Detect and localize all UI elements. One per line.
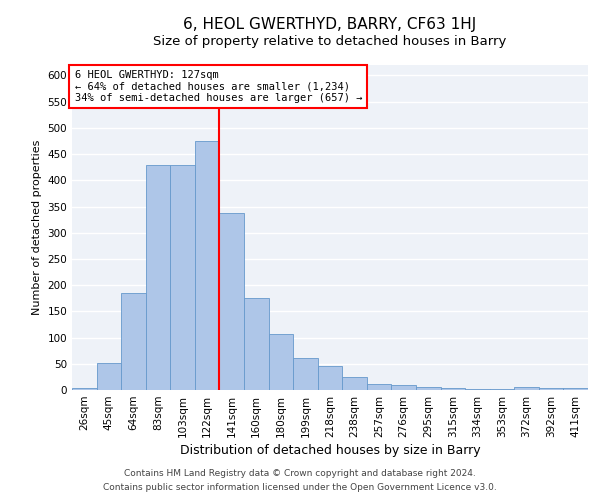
Text: 6, HEOL GWERTHYD, BARRY, CF63 1HJ: 6, HEOL GWERTHYD, BARRY, CF63 1HJ: [184, 18, 476, 32]
Text: Contains HM Land Registry data © Crown copyright and database right 2024.: Contains HM Land Registry data © Crown c…: [124, 468, 476, 477]
Bar: [342, 378, 367, 390]
Bar: [440, 388, 465, 390]
Bar: [367, 384, 391, 390]
X-axis label: Distribution of detached houses by size in Barry: Distribution of detached houses by size …: [179, 444, 481, 457]
Text: 6 HEOL GWERTHYD: 127sqm
← 64% of detached houses are smaller (1,234)
34% of semi: 6 HEOL GWERTHYD: 127sqm ← 64% of detache…: [74, 70, 362, 103]
Bar: [416, 387, 440, 390]
Bar: [97, 362, 121, 390]
Bar: [146, 164, 170, 390]
Bar: [195, 141, 220, 390]
Bar: [220, 213, 244, 390]
Bar: [465, 389, 490, 390]
Bar: [293, 358, 318, 390]
Bar: [563, 388, 588, 390]
Text: Size of property relative to detached houses in Barry: Size of property relative to detached ho…: [154, 35, 506, 48]
Bar: [318, 366, 342, 390]
Bar: [244, 298, 269, 390]
Y-axis label: Number of detached properties: Number of detached properties: [32, 140, 42, 315]
Bar: [72, 388, 97, 390]
Bar: [121, 293, 146, 390]
Bar: [514, 388, 539, 390]
Bar: [269, 334, 293, 390]
Bar: [539, 388, 563, 390]
Text: Contains public sector information licensed under the Open Government Licence v3: Contains public sector information licen…: [103, 484, 497, 492]
Bar: [391, 386, 416, 390]
Bar: [170, 164, 195, 390]
